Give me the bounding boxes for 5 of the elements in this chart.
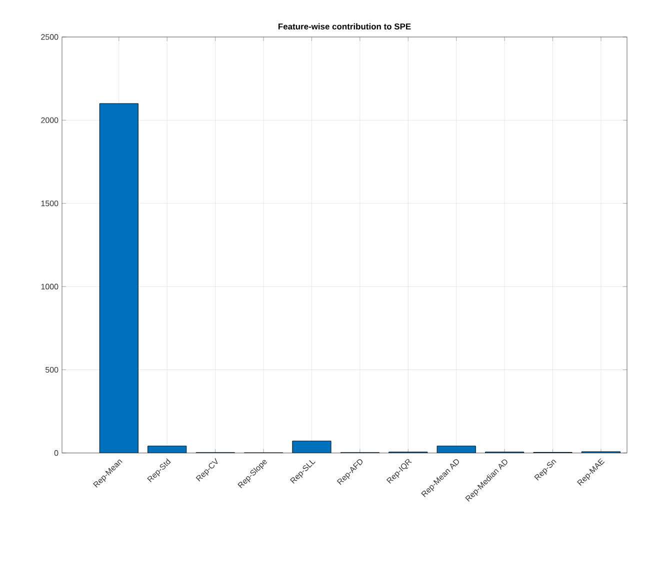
- bar: [292, 440, 332, 453]
- chart-title: Feature-wise contribution to SPE: [278, 23, 411, 30]
- bar: [148, 446, 187, 453]
- bar: [436, 446, 476, 453]
- bar: [99, 103, 138, 453]
